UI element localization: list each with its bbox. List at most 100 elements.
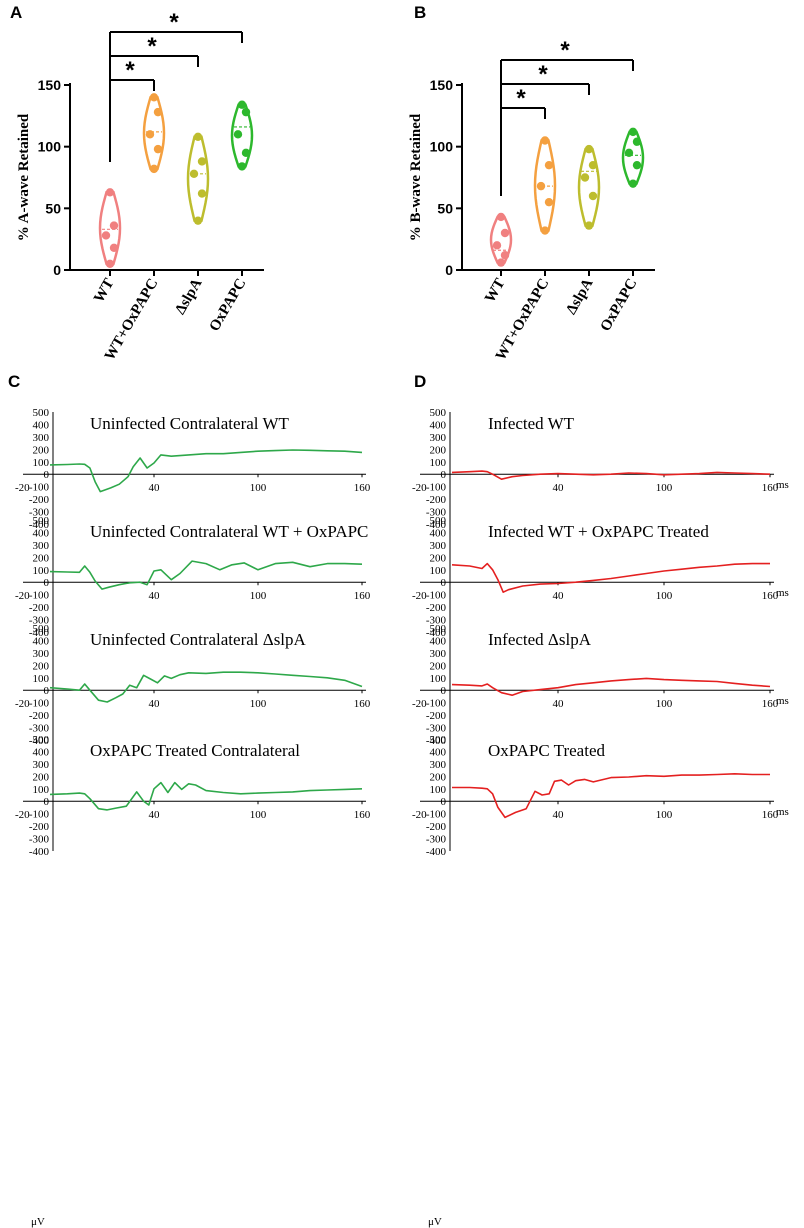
y-tick-label: 500 (430, 515, 447, 527)
x-tick-label: -20 (15, 590, 30, 602)
data-point (153, 144, 163, 154)
sig-star: * (538, 61, 548, 88)
y-tick-label: -200 (29, 821, 50, 833)
x-tick-label: 40 (553, 590, 565, 602)
x-tick-label: 160 (354, 698, 371, 710)
y-unit-label: μV (428, 1216, 442, 1228)
data-point (584, 221, 594, 230)
y-tick-label: 100 (38, 139, 62, 155)
y-tick-label: 500 (33, 623, 50, 635)
y-tick-label: -300 (426, 615, 447, 627)
data-point (628, 179, 638, 188)
y-tick-label: 100 (33, 673, 50, 685)
x-tick-label: -20 (412, 809, 427, 821)
data-point (237, 100, 247, 109)
y-tick-label: -200 (426, 710, 447, 722)
y-tick-label: 100 (33, 565, 50, 577)
y-tick-label: 500 (430, 734, 447, 746)
data-point (628, 127, 638, 137)
data-point (496, 258, 506, 267)
y-tick-label: -400 (426, 846, 447, 858)
x-tick-label: 100 (250, 809, 267, 821)
y-tick-label: -300 (426, 507, 447, 519)
trace-title: OxPAPC Treated (488, 741, 605, 760)
x-tick-label: 40 (149, 482, 161, 494)
y-tick-label: 300 (430, 540, 447, 552)
y-tick-label: 400 (33, 527, 50, 539)
y-tick-label: 300 (33, 540, 50, 552)
y-tick-label: -100 (426, 809, 447, 821)
y-tick-label: 0 (44, 469, 50, 481)
x-unit-label: ms (776, 806, 789, 818)
y-tick-label: 400 (430, 635, 447, 647)
y-tick-label: -400 (29, 627, 50, 639)
data-point (540, 226, 550, 235)
trace-title: Uninfected Contralateral WT + OxPAPC (90, 522, 368, 541)
y-tick-label: 500 (33, 734, 50, 746)
sig-star: * (125, 57, 135, 84)
y-tick-label: 500 (430, 407, 447, 419)
y-tick-label: -100 (29, 482, 50, 494)
data-point (496, 212, 506, 222)
panel-letter: C (8, 372, 20, 391)
y-tick-label: 300 (430, 432, 447, 444)
x-unit-label: ms (776, 695, 789, 707)
trace-line (451, 470, 771, 480)
x-tick-label: 40 (149, 809, 161, 821)
data-point (149, 164, 159, 174)
y-tick-label: -100 (426, 590, 447, 602)
y-tick-label: -300 (29, 723, 50, 735)
y-tick-label: 300 (33, 432, 50, 444)
data-point (580, 173, 590, 182)
data-point (145, 130, 155, 139)
y-tick-label: -100 (426, 698, 447, 710)
y-tick-label: 400 (33, 746, 50, 758)
x-tick-label: 160 (354, 482, 371, 494)
data-point (105, 188, 115, 197)
y-tick-label: -100 (29, 590, 50, 602)
x-tick-label: 100 (250, 482, 267, 494)
trace-line (451, 562, 770, 593)
data-point (193, 216, 203, 225)
data-point (149, 93, 159, 102)
y-tick-label: -100 (426, 482, 447, 494)
y-tick-label: 200 (430, 660, 447, 672)
y-tick-label: 0 (445, 262, 453, 278)
y-unit-label: μV (31, 1216, 45, 1228)
y-tick-label: 200 (430, 771, 447, 783)
data-point (241, 107, 251, 117)
y-tick-label: -100 (29, 698, 50, 710)
x-tick-label: OxPAPC (598, 276, 641, 334)
data-point (536, 181, 546, 191)
panel-letter: B (414, 3, 426, 22)
y-tick-label: -100 (29, 809, 50, 821)
y-tick-label: 400 (430, 527, 447, 539)
y-axis-label: % B-wave Retained (408, 113, 424, 241)
x-tick-label: -20 (15, 482, 30, 494)
y-tick-label: 400 (33, 419, 50, 431)
panel-letter: A (10, 3, 22, 22)
y-tick-label: 200 (33, 660, 50, 672)
y-tick-label: 200 (430, 444, 447, 456)
x-tick-label: 100 (656, 482, 673, 494)
y-tick-label: -200 (426, 602, 447, 614)
y-tick-label: -200 (29, 710, 50, 722)
x-tick-label: ΔslpA (172, 276, 205, 318)
panel-letter: D (414, 372, 426, 391)
y-tick-label: 150 (430, 77, 454, 93)
data-point (233, 130, 243, 139)
y-tick-label: 100 (33, 457, 50, 469)
x-tick-label: OxPAPC (207, 276, 250, 334)
trace-title: OxPAPC Treated Contralateral (90, 741, 300, 760)
data-point (624, 148, 634, 158)
trace-line (49, 449, 363, 493)
y-tick-label: -200 (426, 494, 447, 506)
y-tick-label: 50 (45, 200, 61, 216)
x-tick-label: ΔslpA (563, 276, 596, 318)
